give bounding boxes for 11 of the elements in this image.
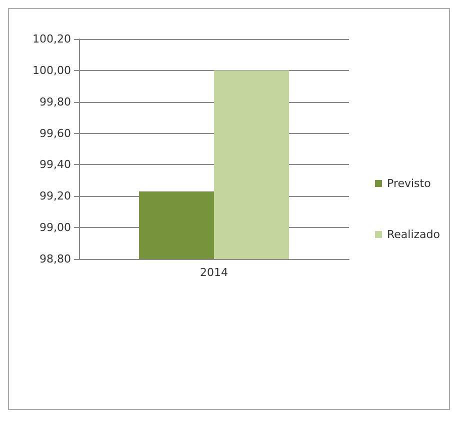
y-tick-label: 99,40 bbox=[40, 158, 71, 172]
y-tick-label: 100,20 bbox=[32, 32, 71, 46]
y-tick-label: 99,20 bbox=[40, 190, 71, 203]
y-tick-label: 98,80 bbox=[40, 252, 71, 266]
y-tick-label: 99,00 bbox=[40, 221, 71, 234]
y-tick-label: 100,00 bbox=[32, 64, 71, 77]
x-tick-label: 2014 bbox=[200, 266, 228, 279]
y-tick-label: 99,80 bbox=[40, 95, 71, 108]
legend-label: Realizado bbox=[387, 228, 440, 241]
legend-label: Previsto bbox=[387, 177, 432, 190]
y-tick-label: 99,60 bbox=[40, 126, 71, 140]
